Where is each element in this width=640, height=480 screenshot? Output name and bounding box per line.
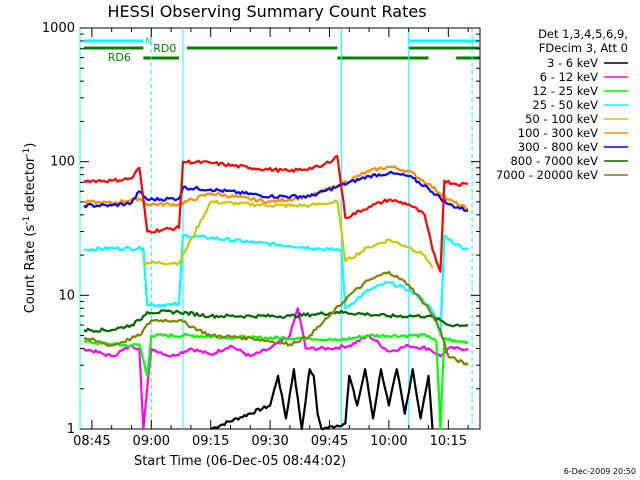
legend: Det 1,3,4,5,6,9, FDecim 3, Att 0 3 - 6 k… bbox=[496, 27, 628, 182]
legend-label: 6 - 12 keV bbox=[540, 70, 598, 84]
series-line bbox=[143, 199, 434, 269]
footer-date: 6-Dec-2009 20:50 bbox=[564, 467, 636, 476]
series-line bbox=[83, 307, 469, 431]
series-line bbox=[83, 309, 469, 333]
legend-label: 25 - 50 keV bbox=[532, 98, 598, 112]
legend-label: 3 - 6 keV bbox=[547, 56, 598, 70]
attenuator-bars bbox=[83, 39, 480, 60]
legend-label: 50 - 100 keV bbox=[525, 112, 598, 126]
x-tick-label: 08:45 bbox=[73, 434, 110, 449]
y-tick-label: 1 bbox=[67, 422, 75, 437]
y-tick-label: 10 bbox=[58, 288, 75, 303]
y-axis-label: Count Rate (s-1 detector-1) bbox=[22, 143, 38, 314]
y-tick-label: 100 bbox=[50, 155, 75, 170]
attenuator-label-rd0: RD0 bbox=[153, 42, 176, 55]
x-tick-label: 09:15 bbox=[192, 434, 229, 449]
legend-header-2: FDecim 3, Att 0 bbox=[539, 41, 628, 55]
series-line bbox=[83, 270, 469, 366]
x-axis-label: Start Time (06-Dec-05 08:44:02) bbox=[134, 454, 346, 469]
legend-header-1: Det 1,3,4,5,6,9, bbox=[538, 27, 628, 41]
legend-label: 100 - 300 keV bbox=[518, 126, 598, 140]
series-line bbox=[83, 165, 469, 211]
legend-label: 300 - 800 keV bbox=[518, 140, 598, 154]
series-line bbox=[210, 368, 434, 431]
x-axis-ticks: 08:45 09:00 09:15 09:30 09:45 10:00 10:15 bbox=[73, 28, 469, 449]
x-tick-label: 09:45 bbox=[311, 434, 348, 449]
y-axis-ticks: 1 10 100 1000 bbox=[42, 21, 480, 437]
series-line bbox=[83, 332, 469, 431]
legend-label: 7000 - 20000 keV bbox=[496, 168, 598, 182]
series-line bbox=[83, 170, 469, 212]
x-tick-label: 09:00 bbox=[133, 434, 170, 449]
y-tick-label: 1000 bbox=[42, 21, 75, 36]
series-layer bbox=[83, 155, 469, 431]
series-line bbox=[83, 155, 469, 273]
chart-title: HESSI Observing Summary Count Rates bbox=[107, 2, 426, 21]
attenuator-label-n: N bbox=[145, 37, 152, 47]
legend-label: 800 - 7000 keV bbox=[510, 154, 598, 168]
x-tick-label: 10:00 bbox=[370, 434, 407, 449]
series-line bbox=[83, 234, 469, 337]
x-tick-label: 10:15 bbox=[430, 434, 467, 449]
x-tick-label: 09:30 bbox=[251, 434, 288, 449]
legend-label: 12 - 25 keV bbox=[532, 84, 598, 98]
attenuator-label-rd6: RD6 bbox=[108, 51, 131, 64]
